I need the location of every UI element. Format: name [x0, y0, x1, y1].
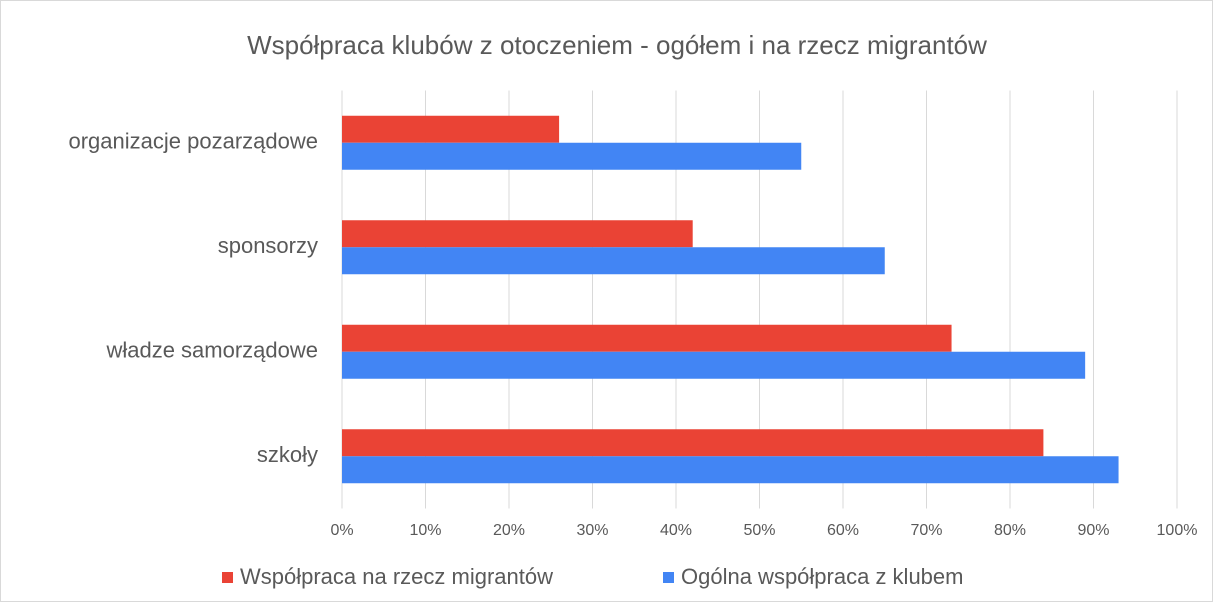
- x-tick-label: 40%: [660, 522, 692, 539]
- x-tick-label: 60%: [827, 522, 859, 539]
- bar: [342, 324, 952, 352]
- bar: [342, 351, 1086, 379]
- x-tick-label: 30%: [576, 522, 608, 539]
- y-tick-label: sponsorzy: [218, 233, 318, 258]
- legend-label: Ogólna współpraca z klubem: [681, 564, 963, 589]
- bar: [342, 142, 802, 170]
- legend-label: Współpraca na rzecz migrantów: [240, 564, 553, 589]
- x-tick-label: 80%: [994, 522, 1026, 539]
- y-tick-label: organizacje pozarządowe: [69, 129, 319, 154]
- x-tick-label: 90%: [1077, 522, 1109, 539]
- y-tick-label: władze samorządowe: [105, 338, 318, 363]
- x-tick-label: 0%: [330, 522, 353, 539]
- x-tick-label: 70%: [910, 522, 942, 539]
- bar: [342, 429, 1044, 457]
- bar: [342, 247, 885, 275]
- legend-swatch: [663, 572, 674, 583]
- x-tick-label: 20%: [493, 522, 525, 539]
- bar: [342, 115, 560, 143]
- x-tick-label: 10%: [409, 522, 441, 539]
- legend-swatch: [222, 572, 233, 583]
- bar: [342, 220, 693, 248]
- x-tick-label: 50%: [743, 522, 775, 539]
- chart-title: Współpraca klubów z otoczeniem - ogółem …: [247, 30, 987, 60]
- x-tick-label: 100%: [1157, 522, 1198, 539]
- bar: [342, 456, 1119, 484]
- y-tick-label: szkoły: [257, 442, 318, 467]
